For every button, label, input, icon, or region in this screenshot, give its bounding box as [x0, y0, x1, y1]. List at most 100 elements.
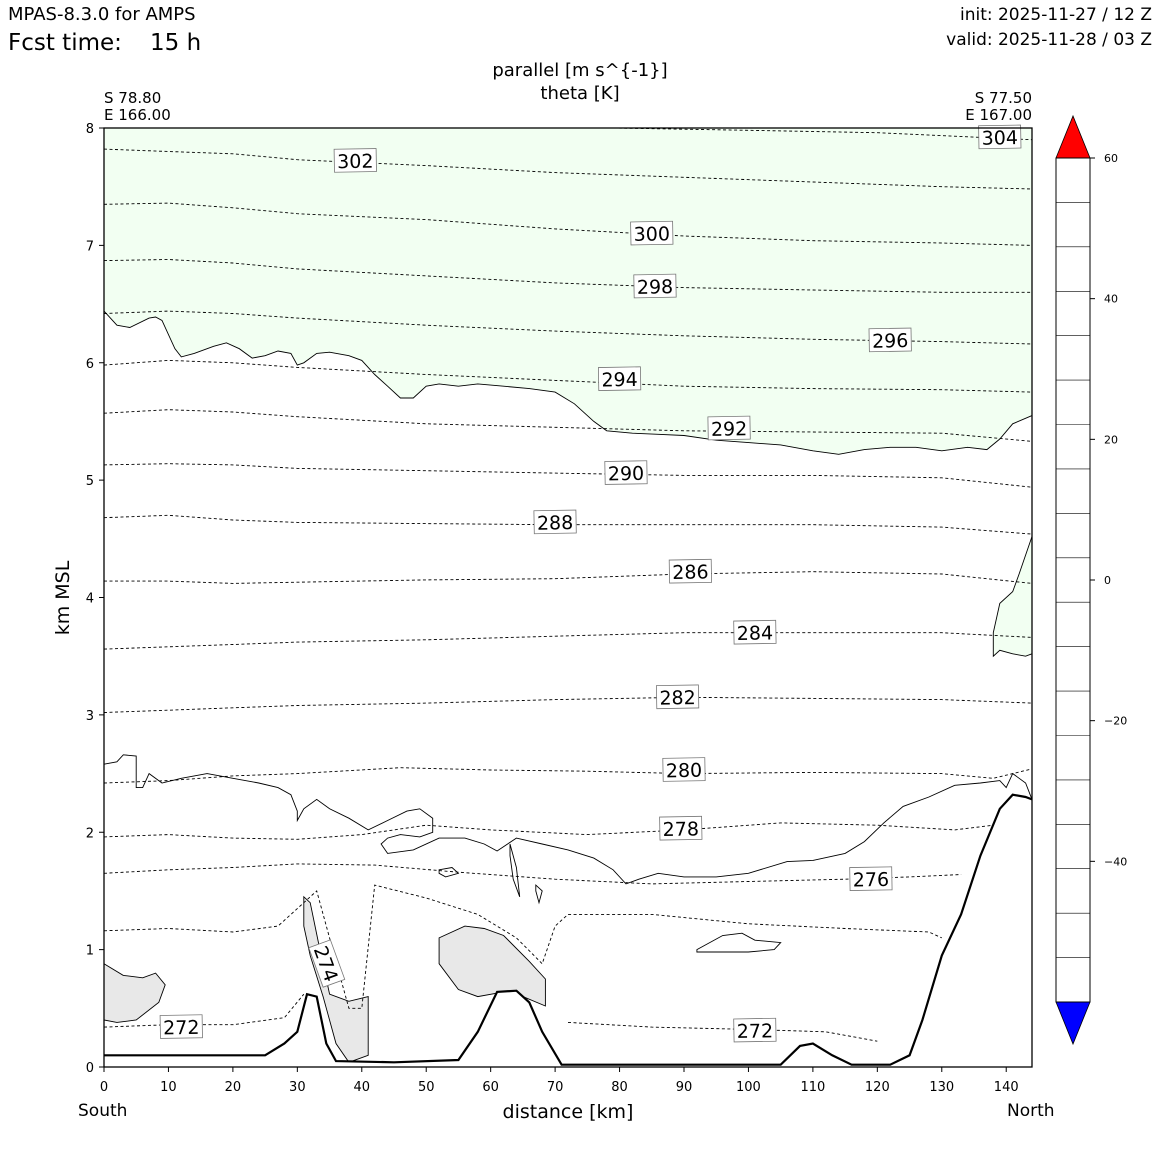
gray-wind-pocket-3: [438, 925, 546, 1007]
theta-label-box: [707, 415, 751, 441]
chart-title-line2: theta [K]: [540, 83, 620, 104]
theta-label-box: [868, 327, 912, 353]
x-tick-label: 140: [994, 1080, 1019, 1095]
wind-contour-loop-1: [509, 843, 521, 897]
colorbar-tick-label: −20: [1104, 715, 1127, 728]
theta-contour-298-3: [103, 259, 1032, 293]
theta-label-group-304-0: 304: [978, 124, 1022, 150]
terrain-fill: [104, 794, 1032, 1067]
theta-label-284: 284: [737, 622, 774, 645]
x-axis-label: distance [km]: [503, 1101, 634, 1123]
colorbar-tick-label: 60: [1104, 152, 1118, 165]
colorbar-tick-label: 40: [1104, 293, 1118, 306]
theta-label-group-280-12: 280: [662, 757, 706, 783]
theta-contour-290-7: [103, 463, 1033, 488]
theta-label-box: [655, 684, 700, 710]
theta-label-group-284-10: 284: [733, 619, 777, 645]
theta-label-294: 294: [601, 369, 638, 392]
x-tick-label: 60: [482, 1080, 499, 1095]
y-tick-label: 4: [86, 592, 94, 607]
theta-label-box: [668, 558, 712, 584]
x-tick-label: 80: [611, 1080, 628, 1095]
theta-label-box: [308, 939, 346, 988]
upper-wind-contour: [103, 310, 1033, 455]
theta-contour-282-11: [103, 696, 1033, 713]
south-direction-label: South: [78, 1101, 128, 1121]
theta-label-290: 290: [608, 463, 645, 486]
theta-label-box: [597, 366, 642, 391]
theta-label-box: [662, 757, 706, 782]
colorbar-tick-label: 0: [1104, 574, 1111, 587]
y-tick-label: 3: [86, 709, 94, 724]
init-time: init: 2025-11-27 / 12 Z: [959, 5, 1152, 25]
theta-contour-276-14: [103, 863, 962, 885]
theta-label-282: 282: [659, 687, 696, 710]
theta-label-box: [978, 124, 1022, 150]
x-tick-label: 0: [100, 1080, 108, 1095]
theta-contour-300-2: [103, 202, 1033, 246]
theta-label-272: 272: [163, 1017, 200, 1040]
theta-label-276: 276: [853, 869, 890, 892]
chart-title-line1: parallel [m s^{-1}]: [492, 60, 668, 81]
theta-label-280: 280: [666, 760, 703, 783]
theta-contour-286-9: [104, 571, 1033, 584]
theta-label-group-276-14: 276: [849, 866, 893, 892]
theta-label-box: [733, 619, 777, 645]
model-title: MPAS-8.3.0 for AMPS: [8, 4, 196, 25]
theta-contour-284-10: [103, 632, 1033, 650]
left-endpoint-lon: E 166.00: [104, 106, 171, 124]
theta-label-288: 288: [537, 512, 574, 535]
x-tick-label: 50: [418, 1080, 435, 1095]
theta-label-group-272-16: 272: [159, 1014, 203, 1040]
theta-label-302: 302: [337, 151, 374, 174]
theta-label-286: 286: [672, 561, 709, 584]
theta-label-298: 298: [637, 276, 674, 299]
wind-contour-loop-4: [696, 932, 782, 953]
wind-contour-loop-2: [438, 867, 460, 878]
theta-contour-278-13: [103, 820, 1033, 840]
y-tick-label: 8: [86, 122, 94, 137]
theta-label-box: [659, 815, 703, 841]
y-tick-label: 6: [86, 357, 94, 372]
north-direction-label: North: [1007, 1101, 1055, 1121]
colorbar-extend-min: [1055, 1001, 1091, 1046]
theta-label-274: 274: [309, 943, 342, 985]
theta-label-box: [630, 220, 674, 246]
x-tick-label: 130: [929, 1080, 954, 1095]
x-tick-label: 100: [736, 1080, 761, 1095]
theta-label-box: [633, 273, 677, 299]
theta-label-group-278-13: 278: [659, 815, 703, 841]
forecast-time-label: Fcst time:: [8, 30, 122, 56]
theta-label-300: 300: [633, 223, 670, 246]
right-wind-pocket: [992, 536, 1033, 658]
theta-label-box: [533, 509, 577, 535]
y-tick-label: 5: [86, 474, 94, 489]
upper-wind-fill: [104, 128, 1032, 455]
gray-wind-pocket-1: [103, 962, 166, 1023]
theta-label-group-288-8: 288: [533, 509, 577, 535]
theta-label-296: 296: [872, 330, 909, 353]
theta-label-group-294-5: 294: [597, 366, 642, 392]
y-tick-label: 2: [86, 826, 94, 841]
terrain-line: [104, 793, 1033, 1066]
x-tick-label: 30: [289, 1080, 306, 1095]
theta-label-group-302-1: 302: [333, 148, 377, 174]
theta-label-group-296-4: 296: [868, 327, 912, 353]
theta-contour-272-16: [103, 993, 305, 1028]
y-tick-label: 1: [86, 944, 94, 959]
x-tick-label: 70: [547, 1080, 564, 1095]
x-tick-label: 10: [160, 1080, 177, 1095]
theta-label-group-290-7: 290: [604, 460, 648, 486]
x-tick-label: 40: [354, 1080, 371, 1095]
theta-contour-272-17: [567, 1021, 878, 1042]
theta-label-group-300-2: 300: [630, 220, 674, 246]
theta-label-box: [733, 1017, 777, 1043]
x-tick-label: 20: [225, 1080, 242, 1095]
theta-label-292: 292: [711, 418, 748, 441]
y-tick-label: 0: [86, 1061, 94, 1076]
y-tick-label: 7: [86, 239, 94, 254]
x-tick-label: 90: [676, 1080, 693, 1095]
x-tick-label: 110: [800, 1080, 825, 1095]
theta-label-box: [333, 148, 377, 173]
